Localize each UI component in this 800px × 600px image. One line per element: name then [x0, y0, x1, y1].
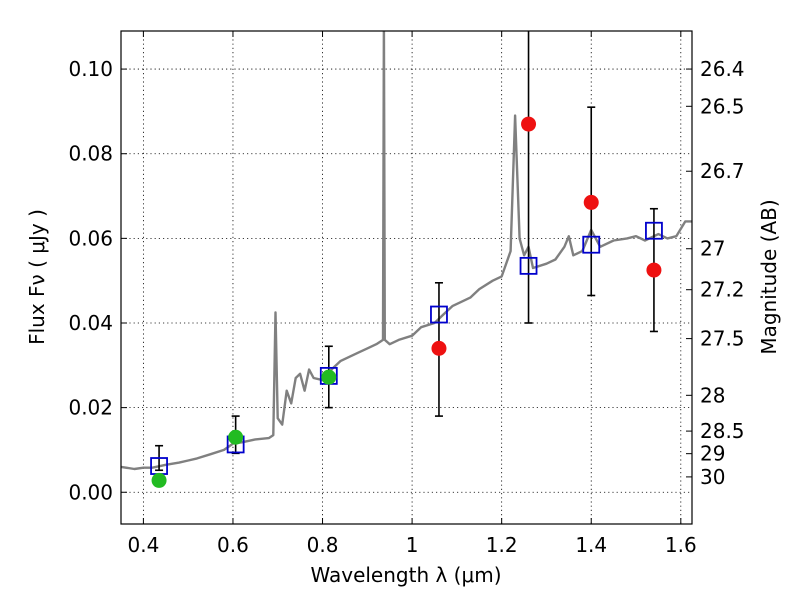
y-axis-title: Flux Fν ( μJy ): [25, 209, 49, 345]
plot-data: [121, 31, 692, 488]
magnitude-tick-label: 26.5: [700, 94, 745, 118]
y-tick-label: 0.04: [68, 311, 113, 335]
magnitude-tick-label: 27: [700, 237, 725, 261]
x-tick-label: 0.4: [127, 533, 159, 557]
observed-flux-point: [151, 472, 167, 488]
observed-flux-point: [646, 262, 662, 278]
y-tick-label: 0.10: [68, 57, 113, 81]
observed-flux-point: [431, 340, 447, 356]
x-tick-label: 0.8: [307, 533, 339, 557]
observed-flux-point: [228, 429, 244, 445]
magnitude-tick-label: 28: [700, 383, 725, 407]
magnitude-tick-label: 27.2: [700, 278, 745, 302]
x-tick-label: 1: [406, 533, 419, 557]
model-flux-square: [645, 221, 663, 240]
axis-ticks: [121, 31, 692, 524]
model-flux-square: [582, 235, 601, 254]
model-flux-square: [519, 256, 538, 275]
plot-frame: [120, 30, 693, 525]
y2-axis-title: Magnitude (AB): [757, 199, 781, 354]
model-flux-square: [430, 305, 448, 324]
x-tick-label: 1.6: [665, 533, 697, 557]
spectrum-line: [121, 31, 692, 471]
observed-flux-point: [521, 116, 537, 132]
observed-flux-point: [583, 194, 599, 210]
magnitude-tick-label: 26.4: [700, 57, 745, 81]
magnitude-tick-label: 26.7: [700, 159, 745, 183]
x-tick-label: 0.6: [217, 533, 249, 557]
y-tick-label: 0.06: [68, 226, 113, 250]
x-tick-label: 1.2: [486, 533, 518, 557]
y-tick-label: 0.02: [68, 396, 113, 420]
x-tick-label: 1.4: [575, 533, 607, 557]
magnitude-tick-label: 28.5: [700, 419, 745, 443]
y-tick-label: 0.08: [68, 142, 113, 166]
observed-flux-point: [321, 369, 337, 385]
y-tick-label: 0.00: [68, 480, 113, 504]
magnitude-tick-label: 27.5: [700, 327, 745, 351]
x-axis-title: Wavelength λ (μm): [310, 563, 501, 587]
magnitude-tick-label: 29: [700, 442, 725, 466]
magnitude-tick-label: 30: [700, 465, 725, 489]
tick-labels: 0.4 0.6 0.8 1 1.2 1.4 1.6 0.00 0.02 0.04 0.06 0.08 0…: [68, 57, 744, 557]
